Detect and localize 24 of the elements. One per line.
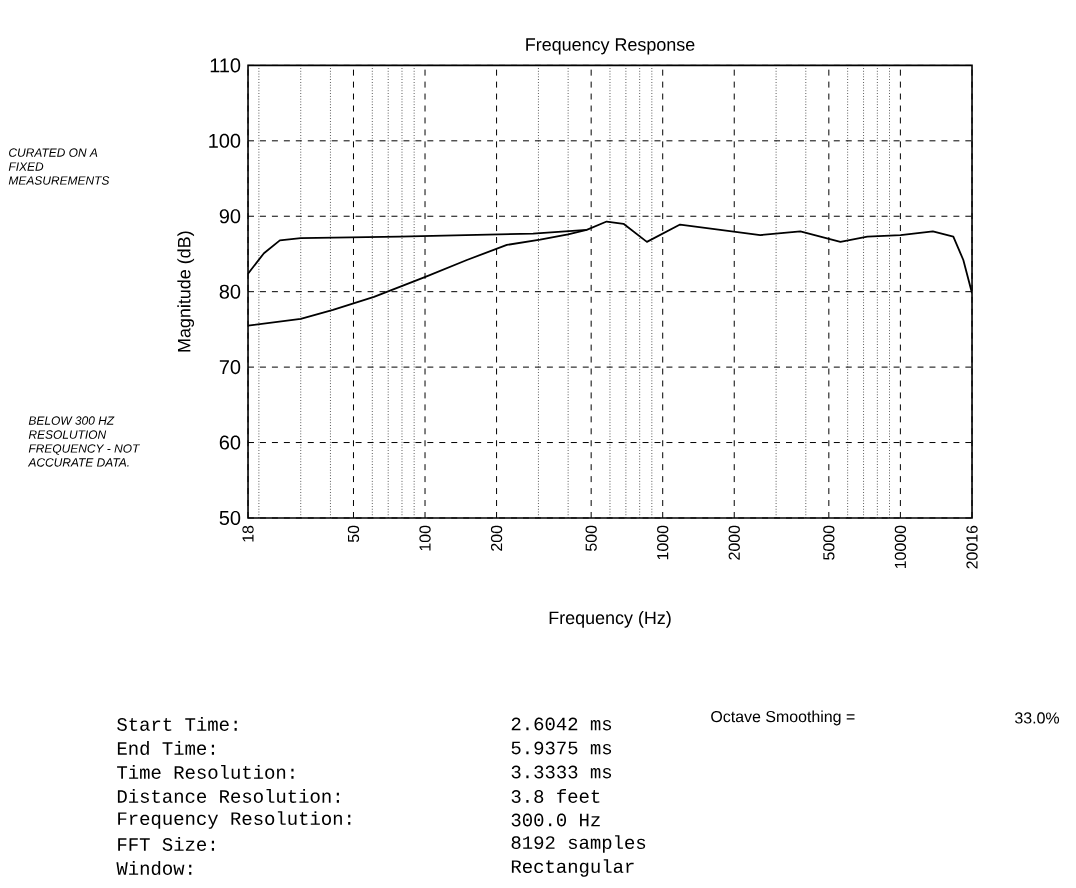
text: FFT Size: [118,837,215,851]
text: Time Resolution: [117,765,294,779]
text: Distance Resolution: [117,789,339,803]
y-tick-label: 90 [219,209,241,224]
x-axis-title: Frequency (Hz) [549,611,671,628]
chart-title: Frequency Response [526,38,695,55]
text: 3.3333 ms [511,765,612,779]
y-tick-label: 100 [209,133,241,148]
text: Rectangular [511,859,634,877]
y-tick-label: 110 [210,58,241,73]
text: 5.9375 ms [511,741,612,755]
y-tick-label: 50 [219,510,241,526]
text: End Time: [117,740,215,755]
text: 8192 samples [511,835,646,853]
text: Frequency Resolution: [118,811,351,829]
text: 2.6042 ms [511,717,612,731]
y-tick-label: 70 [219,360,241,375]
text: Start Time: [117,717,237,731]
text: 3.8 feet [511,789,600,803]
text: Window: [116,860,192,875]
y-axis-title: Magnitude (dB) [177,231,195,352]
y-tick-label: 80 [219,284,241,299]
y-tick-label: 60 [219,435,241,450]
text: 300.0 Hz [511,813,600,827]
